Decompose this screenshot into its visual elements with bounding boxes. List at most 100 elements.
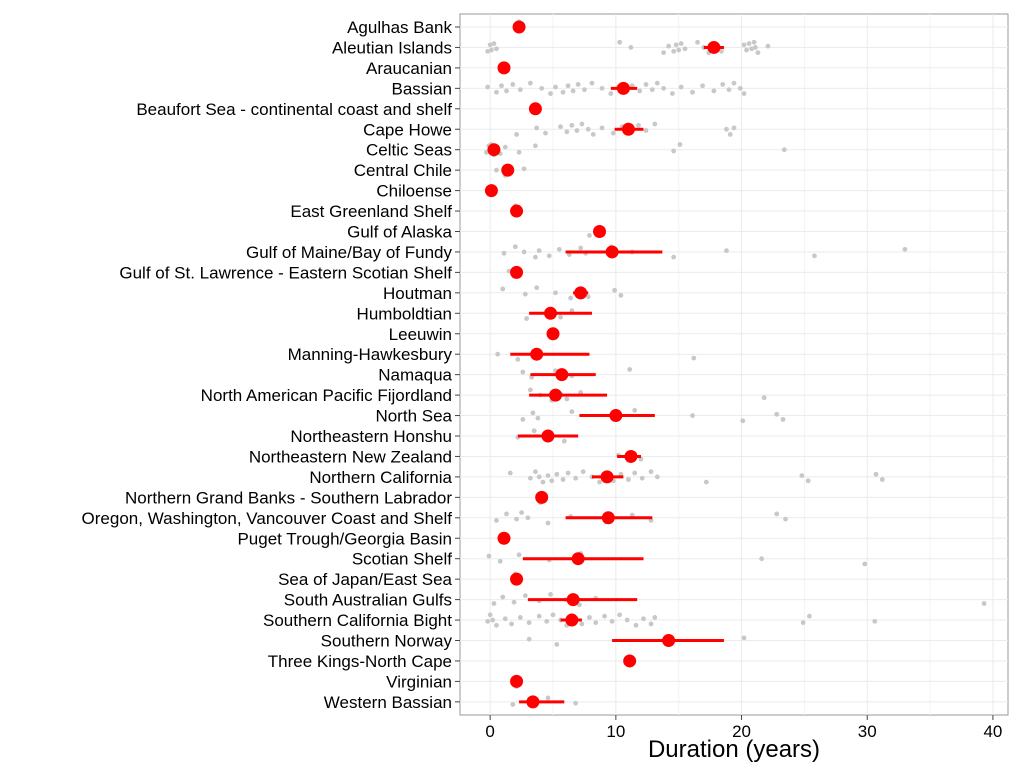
raw-point [525, 515, 531, 521]
raw-point [761, 395, 767, 401]
raw-point [800, 620, 806, 626]
y-tick-label-virginian: Virginian [386, 672, 452, 691]
y-tick-label-north-sea: North Sea [375, 407, 452, 426]
y-tick-label-east-greenland-shelf: East Greenland Shelf [290, 202, 452, 221]
mean-point [510, 572, 524, 586]
raw-point [612, 287, 617, 293]
raw-point [624, 617, 630, 623]
raw-point [690, 413, 695, 418]
raw-point [741, 635, 747, 641]
y-tick-label-aleutian-islands: Aleutian Islands [332, 38, 452, 57]
raw-point [610, 130, 616, 136]
raw-point [535, 415, 541, 421]
raw-point [536, 613, 542, 619]
y-tick-label-manning-hawkesbury: Manning-Hawkesbury [288, 345, 453, 364]
raw-point [741, 42, 747, 48]
raw-point [520, 369, 526, 375]
raw-point [510, 82, 516, 87]
y-tick-label-northern-california: Northern California [309, 468, 452, 487]
y-tick-label-northern-grand-banks-southern-labrador: Northern Grand Banks - Southern Labrador [125, 488, 452, 507]
plot-panel [459, 13, 1009, 716]
raw-point [781, 147, 787, 153]
x-tick-label: 10 [606, 722, 625, 741]
mean-point [571, 552, 585, 566]
raw-point [540, 479, 546, 485]
raw-point [521, 166, 527, 172]
raw-point [981, 601, 987, 606]
mean-point [535, 490, 549, 504]
y-tick-label-leeuwin: Leeuwin [389, 325, 452, 344]
raw-point [531, 428, 537, 434]
raw-point [509, 621, 514, 627]
raw-point [517, 615, 523, 620]
mean-point [605, 245, 619, 259]
raw-point [502, 144, 508, 150]
mean-point [487, 143, 501, 157]
mean-point [510, 204, 524, 218]
raw-point [726, 87, 732, 93]
raw-point [495, 351, 501, 357]
raw-point [579, 121, 585, 127]
raw-point [510, 702, 516, 707]
raw-point [580, 469, 586, 475]
raw-point [561, 438, 567, 444]
raw-point [879, 477, 885, 482]
raw-point [639, 475, 645, 481]
raw-point [544, 618, 550, 624]
raw-point [520, 417, 526, 422]
y-tick-label-southern-california-bight: Southern California Bight [263, 611, 452, 630]
raw-point [873, 471, 879, 477]
mean-point [484, 184, 498, 198]
raw-point [494, 167, 499, 173]
raw-point [485, 618, 491, 624]
raw-point [666, 43, 672, 49]
raw-point [504, 88, 509, 94]
raw-point [755, 50, 761, 56]
raw-point [608, 91, 614, 96]
mean-point [510, 674, 524, 688]
raw-point [491, 41, 497, 46]
mean-point [510, 265, 524, 279]
raw-point [590, 132, 596, 137]
raw-point [648, 469, 654, 475]
raw-point [671, 48, 677, 54]
y-tick-label-southern-norway: Southern Norway [321, 632, 453, 651]
raw-point [765, 43, 771, 49]
y-tick-label-puget-trough-georgia-basin: Puget Trough/Georgia Basin [237, 529, 452, 548]
mean-point [497, 531, 511, 545]
raw-point [724, 248, 729, 254]
raw-point [556, 246, 562, 252]
raw-point [486, 553, 492, 559]
raw-point [661, 50, 667, 56]
raw-point [494, 622, 499, 628]
raw-point [494, 518, 499, 523]
y-tick-label-houtman: Houtman [383, 284, 452, 303]
x-tick-label: 40 [983, 722, 1002, 741]
raw-point [752, 45, 758, 50]
y-tick-label-bassian: Bassian [392, 79, 452, 98]
x-axis: 0 10 20 30 40 [485, 715, 1002, 741]
raw-point [812, 253, 817, 259]
raw-point [522, 593, 528, 599]
raw-point [628, 45, 634, 50]
raw-point [648, 621, 654, 627]
raw-point [536, 248, 542, 254]
y-tick-label-western-bassian: Western Bassian [324, 693, 452, 712]
raw-point [514, 132, 519, 137]
raw-point [719, 48, 724, 54]
raw-point [487, 42, 493, 48]
raw-point [527, 80, 533, 86]
raw-point [494, 89, 499, 95]
raw-point [902, 246, 908, 252]
raw-point [682, 46, 688, 52]
raw-point [695, 39, 700, 45]
raw-point [504, 511, 509, 517]
raw-point [574, 128, 580, 133]
raw-point [501, 250, 507, 256]
raw-point [573, 700, 579, 706]
raw-point [627, 367, 633, 372]
mean-point [707, 40, 721, 54]
raw-point [671, 148, 677, 154]
raw-point [654, 80, 660, 86]
y-tick-label-south-australian-gulfs: South Australian Gulfs [284, 591, 452, 610]
